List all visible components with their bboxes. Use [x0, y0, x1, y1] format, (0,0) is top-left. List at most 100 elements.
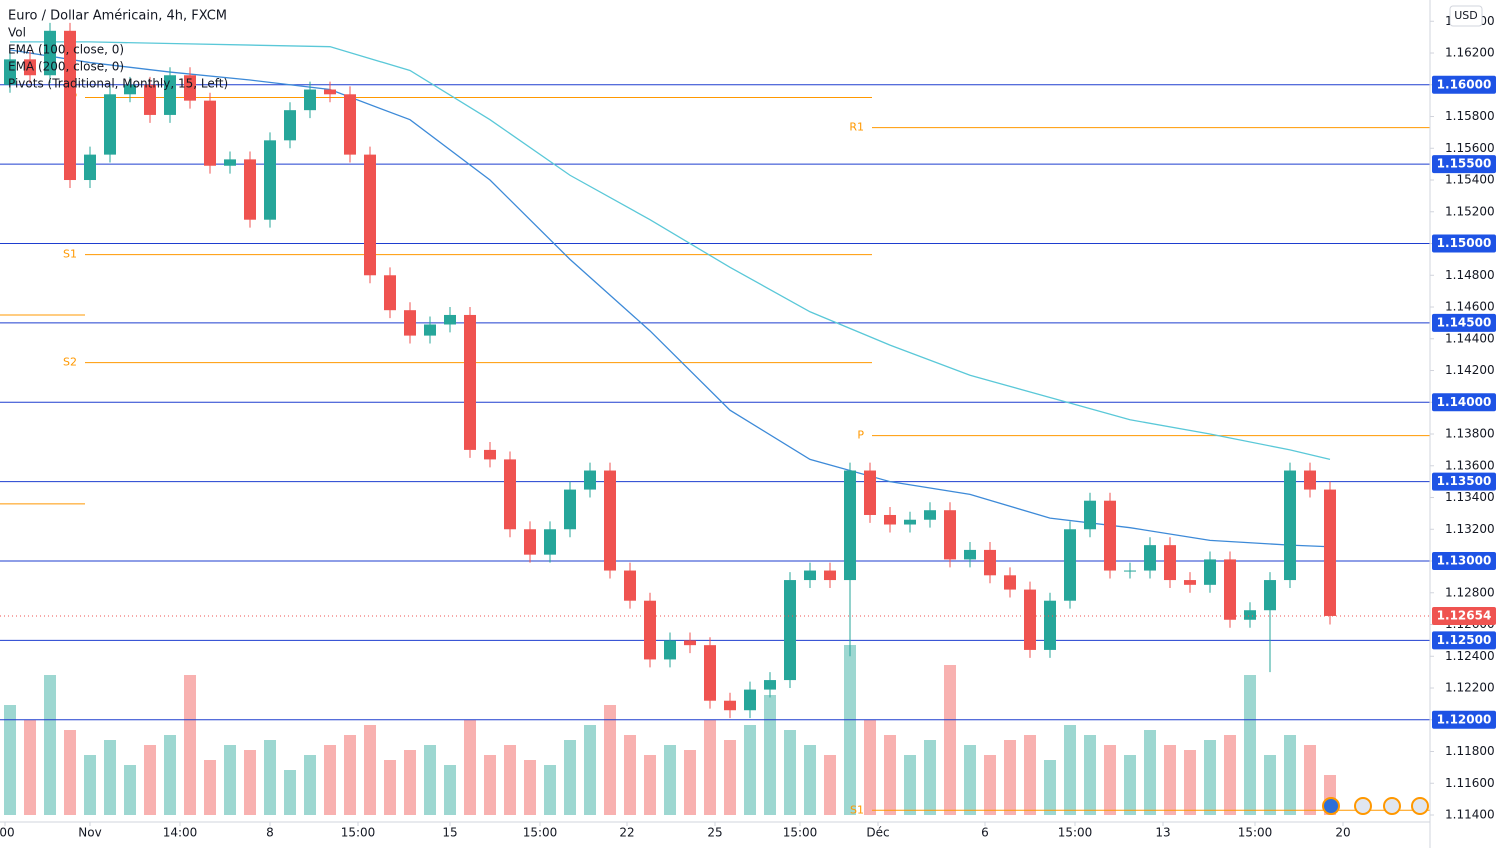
volume-bar [764, 695, 776, 815]
volume-bar [1104, 745, 1116, 815]
volume-bar [604, 705, 616, 815]
price-level-tag [1432, 313, 1496, 332]
y-tick-label: 1.14400 [1445, 331, 1495, 345]
indicator-label: Vol [8, 26, 26, 40]
volume-bar [44, 675, 56, 815]
candle-body [1164, 545, 1176, 581]
candle-body [1184, 580, 1196, 585]
volume-bar [284, 770, 296, 815]
price-level-tag [1432, 75, 1496, 94]
candle-body [324, 89, 336, 95]
volume-bar [924, 740, 936, 815]
volume-bar [504, 745, 516, 815]
candle-body [64, 30, 76, 181]
candle-body [164, 75, 176, 115]
volume-bar [1164, 745, 1176, 815]
axes: 1.11400 1.11600 1.11800 1.12000 1.12200 1.124… [0, 14, 1496, 840]
volume-bar [404, 750, 416, 815]
x-tick-label: Déc [866, 826, 889, 840]
volume-bar [24, 720, 36, 815]
volume-bar [104, 740, 116, 815]
price-level-label: 1.13500 [1437, 474, 1492, 488]
candle-body [1044, 600, 1056, 650]
currency-label[interactable]: USD [1454, 9, 1478, 22]
indicator-label: EMA (200, close, 0) [8, 60, 124, 74]
candle-body [1084, 500, 1096, 530]
candle-body [244, 159, 256, 220]
volume-bar [944, 665, 956, 815]
volume-bar [124, 765, 136, 815]
candle-body [1064, 529, 1076, 601]
candle-body [684, 640, 696, 646]
currency-button[interactable] [1449, 5, 1483, 27]
candle-body [644, 600, 656, 660]
candle-body [444, 314, 456, 325]
volume-bar [1304, 745, 1316, 815]
candle-body [1224, 559, 1236, 620]
event-icon[interactable] [1354, 797, 1372, 815]
candle-body [284, 110, 296, 141]
volume-bar [1124, 755, 1136, 815]
candle-body [1304, 470, 1316, 490]
last-price-label: 1.12654 [1437, 608, 1492, 622]
y-tick-label: 1.13800 [1445, 427, 1495, 441]
candle-body [1284, 470, 1296, 581]
y-tick-label: 1.13400 [1445, 490, 1495, 504]
volume-bar [964, 745, 976, 815]
candle-body [924, 510, 936, 520]
volume-bar [164, 735, 176, 815]
volume-bar [464, 720, 476, 815]
y-tick-label: 1.11400 [1445, 808, 1495, 822]
candle-body [604, 470, 616, 571]
x-tick-label: Nov [78, 826, 101, 840]
y-tick-label: 1.16200 [1445, 46, 1495, 60]
y-tick-label: 1.13600 [1445, 458, 1495, 472]
x-tick-label: 14:00 [163, 826, 198, 840]
volume-bar [1084, 735, 1096, 815]
chart-title: Euro / Dollar Américain, 4h, FXCM [8, 9, 227, 24]
pivot-label: P [857, 429, 864, 442]
candle-body [844, 470, 856, 581]
price-level-tag [1432, 234, 1496, 253]
volume-bar [644, 755, 656, 815]
last-price-tag [1432, 606, 1496, 625]
candle-body [264, 140, 276, 220]
y-tick-label: 1.15400 [1445, 173, 1495, 187]
y-tick-label: 1.14600 [1445, 300, 1495, 314]
pivot-label: R1 [849, 121, 864, 134]
volume-bar [324, 745, 336, 815]
candle-body [524, 529, 536, 555]
volume-bar [564, 740, 576, 815]
pivot-label: S1 [850, 803, 864, 816]
event-icon[interactable] [1411, 797, 1429, 815]
volume-bar [724, 740, 736, 815]
volume-bar [904, 755, 916, 815]
candle-body [504, 459, 516, 530]
event-icon[interactable] [1322, 797, 1340, 815]
price-level-tag [1432, 472, 1496, 491]
y-tick-label: 1.12400 [1445, 649, 1495, 663]
volume-bar [1044, 760, 1056, 815]
candle-body [344, 94, 356, 155]
candle-body [424, 324, 436, 336]
volume-bar [524, 760, 536, 815]
candle-body [224, 159, 236, 166]
x-tick-label: 15 [442, 826, 457, 840]
x-tick-label: 15:00 [783, 826, 818, 840]
price-level-tag [1432, 631, 1496, 650]
y-tick-label: 1.11800 [1445, 744, 1495, 758]
price-level-tag [1432, 155, 1496, 174]
candle-body [564, 489, 576, 530]
x-tick-label: 15:00 [341, 826, 376, 840]
event-icon[interactable] [1383, 797, 1401, 815]
candle-body [804, 570, 816, 581]
volume-bar [224, 745, 236, 815]
volume-bar [344, 735, 356, 815]
x-tick-label: 22 [619, 826, 634, 840]
candle-body [364, 154, 376, 276]
y-tick-label: 1.15200 [1445, 204, 1495, 218]
volume-bar [1204, 740, 1216, 815]
volume-bar [1064, 725, 1076, 815]
